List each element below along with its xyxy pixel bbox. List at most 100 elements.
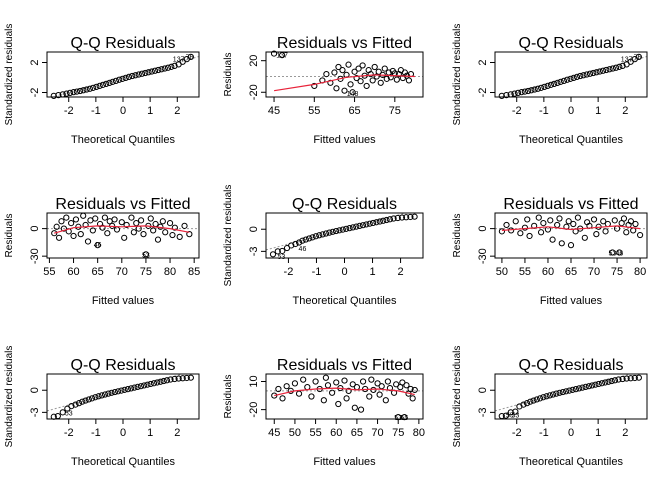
x-tick-label: 75 [389, 105, 401, 117]
x-axis-label: Fitted values [313, 456, 376, 468]
data-point [580, 72, 587, 79]
data-point [627, 375, 634, 382]
data-point [398, 214, 406, 221]
panel-7: Q-Q Residuals 53 -2 -1 0 1 2 -3 0 Theoretical Qua… [4, 346, 200, 468]
data-point [627, 218, 634, 225]
data-point [411, 386, 418, 394]
data-point [376, 218, 383, 225]
data-point [92, 394, 99, 401]
data-point [616, 249, 623, 256]
data-point [399, 379, 406, 386]
data-point [101, 391, 109, 398]
data-point [367, 71, 374, 78]
point-label: 76 [634, 55, 642, 62]
x-tick-label: 80 [164, 266, 176, 278]
data-point [556, 389, 563, 396]
data-point [130, 229, 137, 236]
x-tick-label: 0 [120, 427, 126, 439]
data-point [122, 74, 129, 81]
data-point [101, 214, 109, 221]
x-tick-label: 65 [92, 266, 104, 278]
data-point [567, 242, 575, 249]
data-point [635, 53, 642, 60]
data-point [604, 220, 611, 228]
plot-title: Residuals vs Fitted [277, 35, 412, 52]
data-point [582, 383, 589, 391]
x-axis-label: Theoretical Quantiles [71, 134, 175, 146]
point-label: 46 [615, 250, 623, 257]
data-point [375, 68, 382, 75]
data-point [630, 227, 637, 234]
data-point [394, 214, 401, 222]
x-tick-label: 45 [268, 427, 280, 439]
data-point [154, 379, 161, 386]
data-point [333, 379, 340, 386]
data-point [125, 73, 133, 81]
data-point [590, 69, 597, 77]
data-point [403, 214, 410, 221]
x-tick-label: 75 [392, 427, 404, 439]
data-point [326, 229, 333, 236]
point-label: 53 [511, 413, 519, 420]
data-point [503, 221, 510, 229]
panel-8: Residuals vs Fitted53554550556065707580-… [223, 357, 425, 468]
data-point [134, 383, 141, 391]
data-point [72, 401, 79, 408]
data-point [521, 88, 528, 95]
data-point [611, 377, 619, 384]
data-point [378, 383, 385, 390]
data-point [349, 89, 356, 96]
smooth-line [54, 225, 190, 234]
data-point [137, 217, 145, 224]
point-label: 53 [278, 254, 286, 261]
data-point [176, 233, 183, 240]
y-tick-label: -20 [248, 84, 260, 100]
data-point [359, 222, 367, 229]
data-point [124, 386, 131, 393]
data-point [359, 378, 367, 385]
data-point [103, 80, 110, 87]
data-point [295, 390, 303, 397]
x-tick-label: 65 [351, 427, 363, 439]
data-point [72, 216, 80, 223]
data-point [538, 84, 545, 91]
x-tick-label: 1 [595, 427, 601, 439]
data-point [511, 90, 518, 97]
y-tick-label: -20 [248, 402, 260, 418]
data-point [405, 77, 413, 84]
data-point [331, 69, 338, 76]
x-tick-label: 0 [341, 266, 347, 278]
data-point [132, 72, 139, 79]
data-point [357, 78, 364, 85]
data-point [535, 214, 542, 221]
plot-title: Q-Q Residuals [519, 35, 624, 52]
data-point [312, 233, 320, 240]
data-point [159, 218, 166, 225]
data-point [547, 81, 555, 88]
y-tick-label: 0 [29, 387, 41, 393]
data-point [595, 380, 602, 388]
x-tick-label: 0 [568, 427, 574, 439]
data-point [523, 400, 531, 407]
data-point [605, 378, 612, 385]
data-point [51, 230, 58, 237]
data-point [366, 393, 373, 400]
data-point [55, 234, 63, 241]
data-point [341, 377, 348, 384]
data-point [295, 239, 303, 246]
data-point [82, 397, 89, 404]
y-tick-label: -3 [477, 407, 489, 417]
data-point [319, 231, 326, 238]
data-point [596, 68, 603, 75]
data-point [556, 215, 563, 222]
data-point [131, 384, 138, 391]
data-point [589, 382, 596, 389]
data-point [311, 82, 318, 90]
data-point [531, 86, 538, 93]
data-point [386, 216, 394, 223]
x-axis-label: Fitted values [313, 134, 376, 146]
data-point [559, 388, 566, 396]
data-point [570, 220, 577, 228]
data-point [84, 238, 92, 245]
data-point [553, 390, 560, 397]
